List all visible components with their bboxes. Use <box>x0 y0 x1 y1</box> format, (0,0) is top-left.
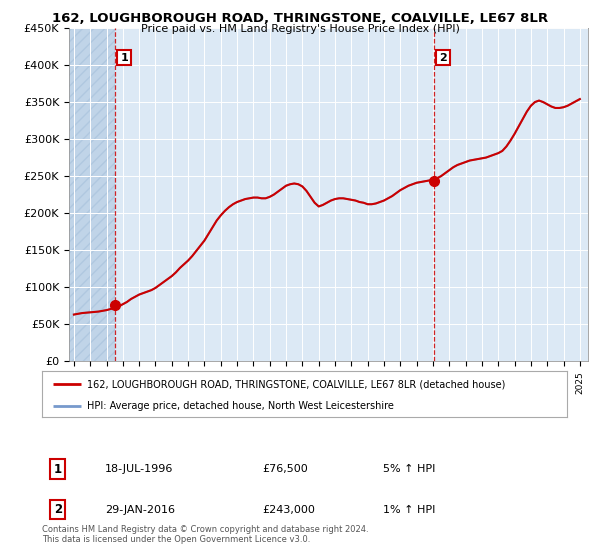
Text: Price paid vs. HM Land Registry's House Price Index (HPI): Price paid vs. HM Land Registry's House … <box>140 24 460 34</box>
Text: 1% ↑ HPI: 1% ↑ HPI <box>383 505 436 515</box>
Text: £76,500: £76,500 <box>263 464 308 474</box>
Text: 18-JUL-1996: 18-JUL-1996 <box>105 464 173 474</box>
Text: 162, LOUGHBOROUGH ROAD, THRINGSTONE, COALVILLE, LE67 8LR (detached house): 162, LOUGHBOROUGH ROAD, THRINGSTONE, COA… <box>86 379 505 389</box>
Text: 29-JAN-2016: 29-JAN-2016 <box>105 505 175 515</box>
Text: 1: 1 <box>53 463 62 476</box>
Text: 5% ↑ HPI: 5% ↑ HPI <box>383 464 436 474</box>
Bar <box>69 28 115 361</box>
Text: 2: 2 <box>439 53 447 63</box>
Text: 2: 2 <box>53 503 62 516</box>
Text: 1: 1 <box>120 53 128 63</box>
Text: 162, LOUGHBOROUGH ROAD, THRINGSTONE, COALVILLE, LE67 8LR: 162, LOUGHBOROUGH ROAD, THRINGSTONE, COA… <box>52 12 548 25</box>
Text: £243,000: £243,000 <box>263 505 316 515</box>
Text: HPI: Average price, detached house, North West Leicestershire: HPI: Average price, detached house, Nort… <box>86 401 394 410</box>
Text: Contains HM Land Registry data © Crown copyright and database right 2024.
This d: Contains HM Land Registry data © Crown c… <box>42 525 368 544</box>
